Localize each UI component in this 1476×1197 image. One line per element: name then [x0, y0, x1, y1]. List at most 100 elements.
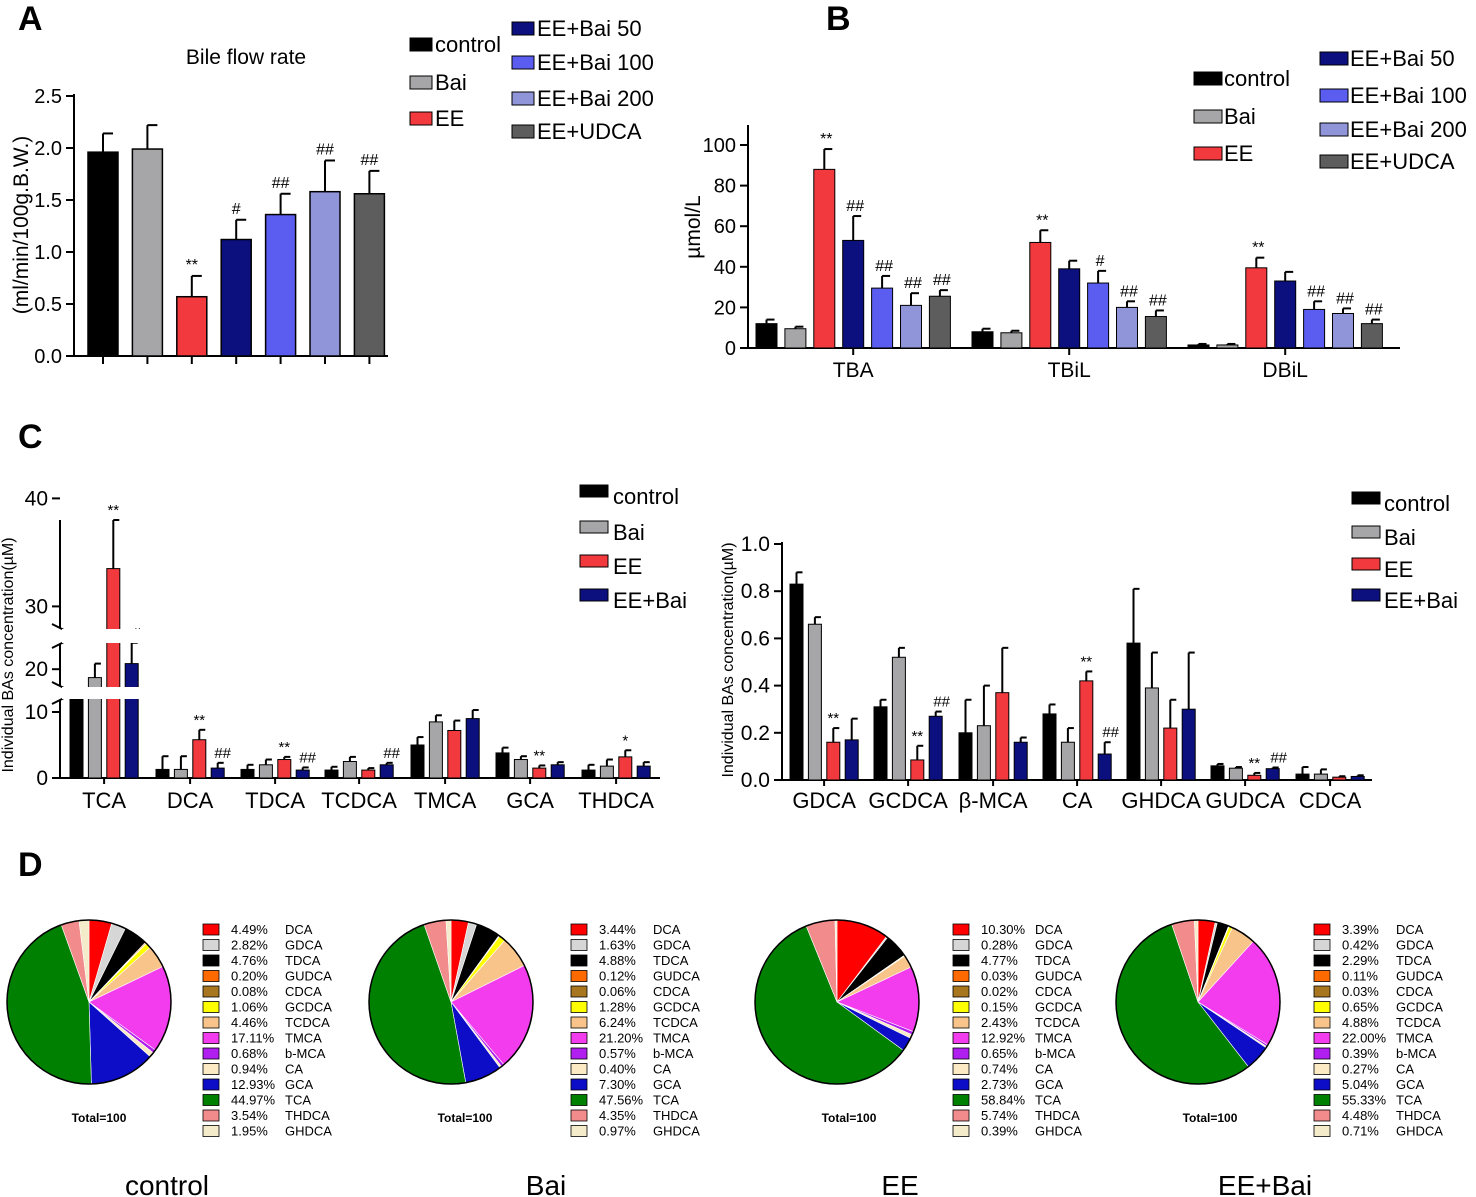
pie-legend-swatch [952, 1094, 970, 1106]
pie-legend-name: TDCA [1396, 953, 1432, 968]
panel-c-left-bar [361, 769, 376, 779]
panel-a-legend-label: EE+Bai 50 [537, 16, 642, 41]
pie-legend-percent: 0.28% [981, 938, 1018, 953]
pie-total-label: Total=100 [822, 1111, 877, 1125]
panel-c-right-category-label: GCDCA [868, 788, 948, 813]
pie-legend-name: GDCA [1396, 938, 1434, 953]
panel-c-right-ytick-label: 0.0 [741, 769, 770, 792]
panel-c-left-sig: ## [383, 745, 400, 762]
pie-legend-swatch [952, 1109, 970, 1122]
panel-b-bar [1216, 344, 1239, 349]
panel-c-left-ytick-label: 40 [25, 487, 48, 510]
panel-c-right-errorbar [1132, 587, 1140, 644]
panel-a-ytick-label: 1.5 [34, 190, 62, 212]
panel-b-sig: ## [846, 198, 864, 215]
pie-legend-percent: 2.29% [1342, 953, 1379, 968]
pie-legend-percent: 0.42% [1342, 938, 1379, 953]
pie-total-label: Total=100 [72, 1111, 127, 1125]
pie-legend-swatch [952, 985, 970, 998]
panel-c-right-bar [1042, 713, 1057, 781]
pie-legend-percent: 4.77% [981, 953, 1018, 968]
pie-legend-swatch [202, 954, 220, 967]
pie-legend-percent: 3.44% [599, 922, 636, 937]
panel-b-bar [1187, 344, 1210, 349]
panel-c-right-errorbar [934, 710, 942, 717]
panel-b-bar [1058, 268, 1081, 349]
panel-c-left-sig: ## [299, 749, 316, 766]
panel-c-left-bar [277, 759, 292, 779]
pie-legend-percent: 3.39% [1342, 922, 1379, 937]
pie-legend-name: CDCA [1396, 984, 1433, 999]
panel-b-legend-label: EE+Bai 50 [1350, 46, 1455, 71]
pie-legend-name: GDCA [285, 938, 323, 953]
pie-legend-swatch [202, 1078, 220, 1091]
panel-b-category-label: TBiL [1048, 359, 1091, 382]
pie-legend-name: TCA [1035, 1093, 1061, 1108]
pie-legend-percent: 0.40% [599, 1062, 636, 1077]
panel-b-ytick-label: 100 [703, 135, 736, 157]
panel-a-legend-swatch [409, 37, 433, 52]
pie-legend-name: THDCA [1396, 1108, 1441, 1123]
panel-c-left-bar [599, 765, 614, 779]
pie-legend-swatch [1313, 1001, 1331, 1013]
panel-c-left-errorbar [453, 719, 461, 731]
panel-b-bar [900, 304, 922, 349]
panel-c-right-bar [1265, 768, 1280, 781]
panel-b-bar [1116, 306, 1138, 349]
panel-c-left-errorbar [538, 764, 546, 769]
panel-b-ytick-label: 80 [714, 176, 736, 198]
pie-legend-swatch [202, 1047, 220, 1060]
pie-legend-swatch [202, 923, 220, 936]
pie-legend-name: GCA [1396, 1077, 1425, 1092]
panel-b-ytick-label: 40 [714, 257, 736, 279]
panel-c-left-legend-swatch [579, 554, 609, 568]
pie-legend-percent: 0.39% [1342, 1046, 1379, 1061]
panel-c-right-errorbar [897, 646, 905, 658]
panel-c-left-bar [192, 739, 207, 779]
pie-legend-name: CA [285, 1062, 303, 1077]
panel-c-left-errorbar [605, 758, 613, 767]
panel-b-legend-swatch [1319, 88, 1349, 103]
panel-c-left-errorbar [330, 765, 338, 771]
pie-total-label: Total=100 [1183, 1111, 1238, 1125]
panel-a-legend-label: EE+Bai 200 [537, 86, 654, 111]
pie-legend-percent: 0.27% [1342, 1062, 1379, 1077]
panel-c-right-errorbar [1271, 766, 1279, 769]
panel-a-errorbar [102, 132, 113, 153]
panel-c-left-bar [550, 764, 565, 779]
pie-legend-percent: 4.48% [1342, 1108, 1379, 1123]
panel-b-errorbar [1370, 318, 1380, 324]
pie-legend-name: DCA [1396, 922, 1424, 937]
panel-a-legend-label: EE+Bai 100 [537, 50, 654, 75]
panel-b-legend-label: Bai [1224, 104, 1256, 129]
panel-b-sig: ** [820, 131, 832, 148]
pie-total-label: Total=100 [438, 1111, 493, 1125]
panel-c-right-errorbar [832, 727, 840, 743]
panel-c-left-errorbar [161, 755, 169, 770]
panel-c-left-category-label: TDCA [245, 788, 305, 813]
pie-legend-swatch [202, 1094, 220, 1106]
pie-legend-percent: 0.03% [981, 969, 1018, 984]
panel-c-right-bar [844, 739, 859, 781]
panel-c-left-errorbar [367, 767, 375, 771]
pie-legend-name: b-MCA [1035, 1046, 1076, 1061]
pie-legend-name: TCA [285, 1093, 311, 1108]
panel-b-errorbar [1284, 270, 1294, 282]
pie-legend-swatch [570, 1001, 588, 1013]
panel-a-legend-swatch [511, 91, 535, 106]
panel-c-left-errorbar [624, 749, 632, 757]
pie-legend-swatch [1313, 1047, 1331, 1060]
panel-c-right-errorbar [1187, 651, 1195, 710]
panel-c-right-bar [1144, 687, 1159, 781]
pie-legend-name: GHDCA [653, 1124, 700, 1139]
panel-c-right-bar [1126, 642, 1141, 781]
pie-legend-swatch [1313, 1109, 1331, 1122]
pie-legend-percent: 4.35% [599, 1108, 636, 1123]
pie-legend-swatch [202, 939, 220, 951]
panel-a-legend-swatch [511, 124, 535, 139]
panel-c-left-ytick-label: 20 [25, 658, 48, 681]
panel-c-label: C [18, 418, 43, 456]
pie-legend-name: GCA [653, 1077, 682, 1092]
panel-c-right-errorbar [1301, 766, 1309, 775]
